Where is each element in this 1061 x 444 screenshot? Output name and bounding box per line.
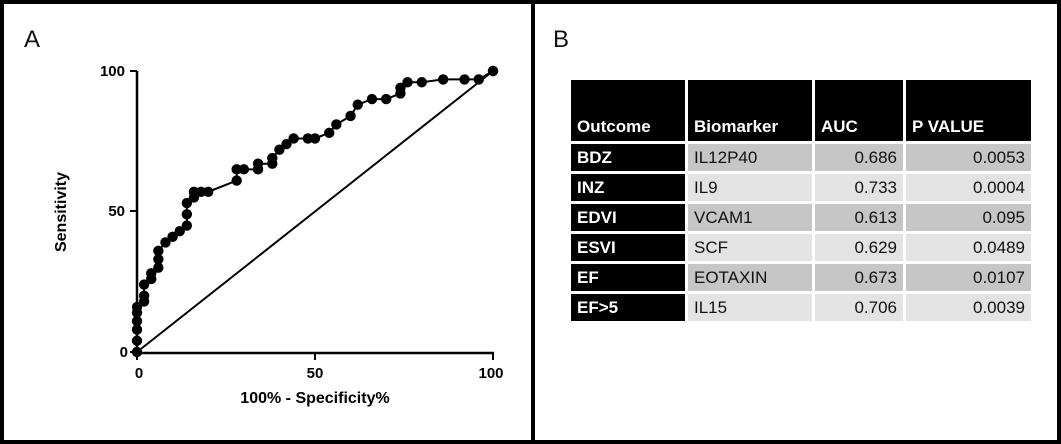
roc-point xyxy=(231,175,242,186)
roc-point xyxy=(131,315,143,327)
y-tick-label-0: 0 xyxy=(120,344,128,361)
roc-point xyxy=(188,186,200,198)
roc-point xyxy=(181,209,193,220)
roc-point xyxy=(281,138,292,150)
panel-a-label: A xyxy=(24,26,41,53)
biomarker-cell: IL15 xyxy=(688,294,812,321)
biomarker-table: Outcome Biomarker AUC P VALUE BDZ IL12P4… xyxy=(568,77,1034,324)
auc-cell: 0.613 xyxy=(815,204,903,231)
biomarker-cell: IL9 xyxy=(688,174,812,201)
roc-point xyxy=(416,77,427,88)
roc-point xyxy=(131,335,143,346)
roc-point xyxy=(153,245,164,257)
roc-point xyxy=(203,186,214,198)
y-tick-label-100: 100 xyxy=(100,63,125,80)
auc-cell: 0.733 xyxy=(815,174,903,201)
roc-point xyxy=(331,119,342,130)
roc-point xyxy=(437,74,449,85)
roc-point xyxy=(131,324,143,335)
roc-point xyxy=(181,220,193,231)
panel-b-label: B xyxy=(553,26,570,53)
biomarker-cell: SCF xyxy=(688,234,812,261)
biomarker-cell: VCAM1 xyxy=(688,204,812,231)
roc-point xyxy=(302,133,314,144)
roc-point xyxy=(324,127,335,139)
roc-point xyxy=(352,99,363,110)
auc-cell: 0.673 xyxy=(815,264,903,291)
y-tick-label-50: 50 xyxy=(108,203,125,220)
roc-points xyxy=(131,65,499,358)
x-tick-label-50: 50 xyxy=(307,365,324,382)
roc-point xyxy=(252,158,264,169)
y-axis-title: Sensitivity xyxy=(53,172,70,252)
table-row: EF>5 IL15 0.706 0.0039 xyxy=(571,294,1031,321)
roc-point xyxy=(402,77,413,88)
roc-point xyxy=(395,82,406,94)
roc-point xyxy=(138,279,150,290)
p-value-cell: 0.0004 xyxy=(906,174,1031,201)
table-row: ESVI SCF 0.629 0.0489 xyxy=(571,234,1031,261)
auc-cell: 0.686 xyxy=(815,144,903,171)
roc-point xyxy=(309,133,321,144)
header-p-value: P VALUE xyxy=(906,80,1031,141)
roc-point xyxy=(153,262,164,273)
table-row: INZ IL9 0.733 0.0004 xyxy=(571,174,1031,201)
roc-point xyxy=(459,74,470,85)
outcome-cell: INZ xyxy=(571,174,685,201)
biomarker-cell: IL12P40 xyxy=(688,144,812,171)
roc-point xyxy=(131,346,143,358)
roc-point xyxy=(153,254,164,265)
roc-point xyxy=(238,164,249,175)
reference-diagonal-line xyxy=(136,70,494,353)
roc-point xyxy=(131,301,143,313)
table-row: BDZ IL12P40 0.686 0.0053 xyxy=(571,144,1031,171)
roc-point xyxy=(160,237,171,248)
panel-divider xyxy=(531,0,535,444)
outcome-cell: EF>5 xyxy=(571,294,685,321)
p-value-cell: 0.0107 xyxy=(906,264,1031,291)
table-row: EF EOTAXIN 0.673 0.0107 xyxy=(571,264,1031,291)
roc-point xyxy=(288,133,299,144)
p-value-cell: 0.0053 xyxy=(906,144,1031,171)
roc-point xyxy=(274,144,285,155)
roc-point xyxy=(167,231,178,242)
roc-point xyxy=(487,65,499,77)
table-header-row: Outcome Biomarker AUC P VALUE xyxy=(571,80,1031,141)
roc-point xyxy=(267,152,278,164)
roc-point xyxy=(366,93,378,105)
p-value-cell: 0.095 xyxy=(906,204,1031,231)
roc-chart: 100 50 0 0 50 100 100% - Specificity% Se… xyxy=(53,63,504,407)
outcome-cell: EDVI xyxy=(571,204,685,231)
header-auc: AUC xyxy=(815,80,903,141)
roc-point xyxy=(231,164,242,175)
roc-point xyxy=(195,186,207,198)
outcome-cell: EF xyxy=(571,264,685,291)
roc-point xyxy=(345,110,356,122)
x-tick-label-100: 100 xyxy=(478,365,503,382)
roc-point xyxy=(473,74,484,85)
auc-cell: 0.706 xyxy=(815,294,903,321)
p-value-cell: 0.0039 xyxy=(906,294,1031,321)
auc-cell: 0.629 xyxy=(815,234,903,261)
roc-point xyxy=(381,93,392,105)
p-value-cell: 0.0489 xyxy=(906,234,1031,261)
outcome-cell: ESVI xyxy=(571,234,685,261)
header-biomarker: Biomarker xyxy=(688,80,812,141)
roc-point xyxy=(181,197,193,209)
x-tick-label-0: 0 xyxy=(135,365,143,382)
table-row: EDVI VCAM1 0.613 0.095 xyxy=(571,204,1031,231)
roc-point xyxy=(138,290,150,301)
outcome-cell: BDZ xyxy=(571,144,685,171)
biomarker-cell: EOTAXIN xyxy=(688,264,812,291)
header-outcome: Outcome xyxy=(571,80,685,141)
roc-point xyxy=(146,268,157,279)
x-axis-title: 100% - Specificity% xyxy=(240,390,389,407)
roc-point xyxy=(174,225,185,237)
